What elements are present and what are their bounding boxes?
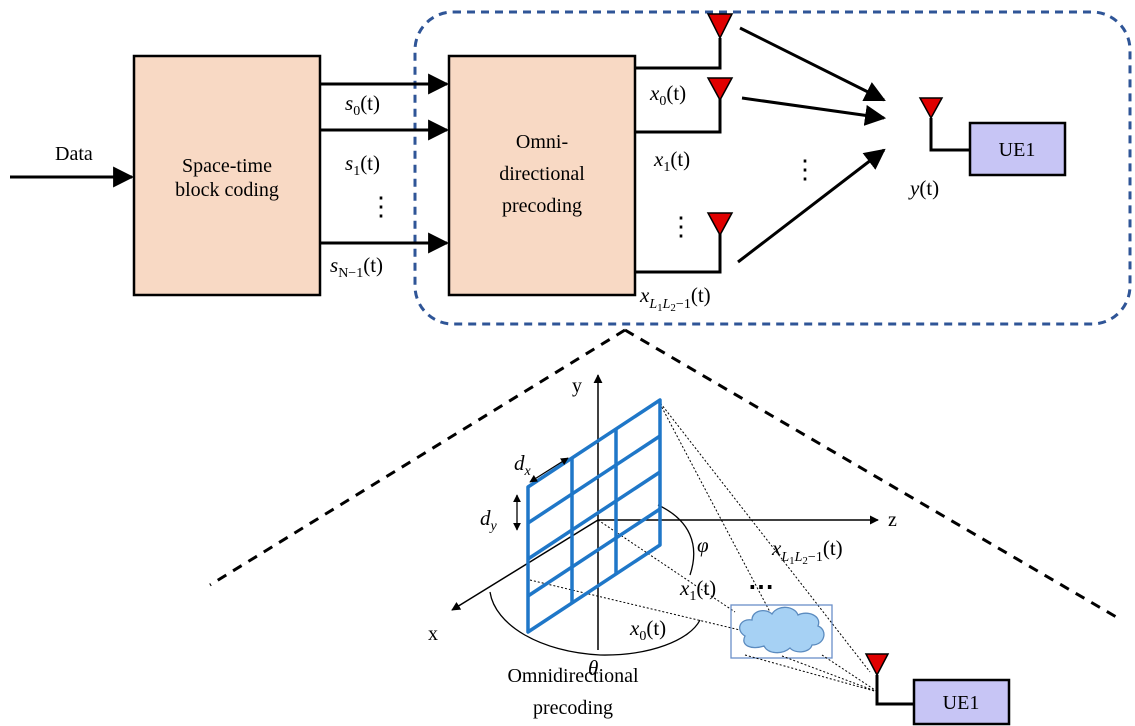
signal-xL: xL1L2−1(t) [639, 283, 711, 314]
radiation-arrow-0 [739, 26, 886, 102]
tx-antenna-1 [706, 77, 734, 102]
signal-x1: x1(t) [653, 147, 690, 175]
radiation-arrow-L [737, 148, 886, 264]
signal-s0: s0(t) [345, 91, 380, 119]
precoder-block [447, 54, 637, 297]
signal-x0: x0(t) [649, 81, 686, 109]
theta-label: θ [588, 656, 598, 680]
axis-x-label: x [428, 623, 438, 645]
stbc-block [132, 54, 322, 297]
cloud-ray-b [781, 655, 879, 693]
geo-dots: ⋯ [748, 572, 774, 601]
signal-s-ellipsis: ⋮ [368, 192, 394, 221]
scatterer-cloud [739, 606, 825, 654]
zoom-line-right [624, 328, 1119, 620]
geo-x1-label: x1(t) [679, 576, 716, 604]
ue-top-label: UE1 [999, 139, 1036, 161]
phi-label: φ [697, 533, 709, 557]
signal-s1: s1(t) [345, 151, 380, 179]
geo-x0-label: x0(t) [629, 616, 666, 644]
signal-sN: sN−1(t) [330, 253, 383, 281]
tx-antenna-0 [706, 13, 734, 40]
ue-bottom-label: UE1 [943, 692, 980, 714]
dotted-ray-0 [597, 519, 736, 613]
precoder-label-line2: directional [499, 163, 585, 185]
cloud-ray-a [744, 654, 879, 693]
theta-arc [489, 591, 701, 656]
cloud-ray-c [821, 654, 879, 693]
xL-feed-line [635, 232, 722, 274]
caption-line2: precoding [533, 697, 613, 719]
rx-antenna [918, 97, 970, 152]
axis-z-label: z [888, 509, 897, 531]
signal-x-ellipsis: ⋮ [668, 212, 694, 241]
precoder-label-line3: precoding [502, 195, 582, 217]
signal-y: y(t) [908, 176, 939, 200]
x0-feed-line [635, 38, 722, 70]
data-input-label: Data [55, 143, 93, 165]
stbc-block-label-line1: Space-time [182, 155, 272, 177]
rx-antenna-bottom [864, 653, 914, 706]
geo-xL-label: xL1L2−1(t) [771, 536, 843, 567]
precoding-region-outline [413, 10, 1132, 326]
planar-antenna-array [526, 398, 662, 634]
scatterer-box [730, 604, 833, 659]
ue-bottom-box [912, 678, 1011, 726]
radiation-ellipsis: ⋮ [792, 155, 818, 184]
caption-line1: Omnidirectional [507, 665, 639, 687]
x1-feed-line [635, 98, 722, 134]
dx-marker [529, 457, 569, 483]
precoder-label-line1: Omni- [516, 131, 568, 153]
radiation-arrow-1 [741, 96, 887, 126]
phi-arc [657, 504, 695, 576]
tx-antenna-L [706, 212, 734, 237]
dy-label: dy [480, 506, 498, 534]
stbc-block-label-line2: block coding [175, 179, 279, 201]
dotted-ray-3 [657, 399, 871, 673]
dx-label: dx [514, 451, 532, 479]
zoom-line-left [209, 328, 626, 587]
axis-y-label: y [572, 375, 582, 397]
ue-top-box [968, 121, 1067, 177]
